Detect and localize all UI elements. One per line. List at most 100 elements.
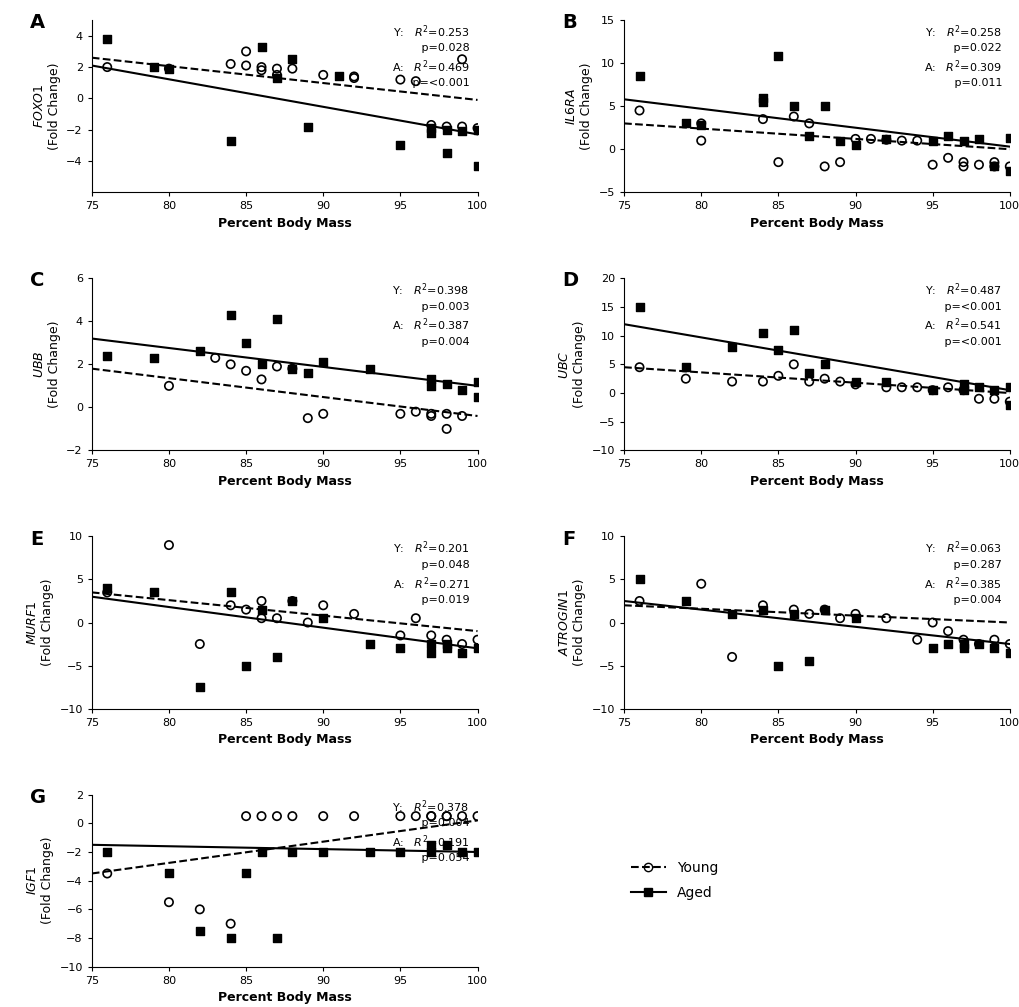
Point <box>99 584 115 600</box>
Point <box>754 374 770 390</box>
Point <box>453 844 470 860</box>
Point <box>453 408 470 424</box>
Point <box>923 133 940 149</box>
Point <box>392 808 409 824</box>
Point <box>315 844 331 860</box>
Point <box>345 68 362 85</box>
Text: A: A <box>30 13 45 32</box>
Point <box>438 406 454 422</box>
Point <box>1001 130 1017 146</box>
Point <box>315 66 331 83</box>
Point <box>99 59 115 76</box>
Point <box>754 324 770 340</box>
Point <box>453 51 470 67</box>
Point <box>253 62 269 79</box>
Point <box>923 614 940 630</box>
Text: Y:   $R^2$=0.378
       p=0.004
A:   $R^2$=0.191
       p=0.054: Y: $R^2$=0.378 p=0.004 A: $R^2$=0.191 p=… <box>391 799 470 863</box>
Text: Y:   $R^2$=0.487
       p=<0.001
A:   $R^2$=0.541
       p=<0.001: Y: $R^2$=0.487 p=<0.001 A: $R^2$=0.541 p… <box>919 282 1001 346</box>
Point <box>847 131 863 147</box>
Point <box>970 157 986 173</box>
Point <box>161 60 177 77</box>
Point <box>423 120 439 136</box>
Point <box>785 322 801 338</box>
Point <box>985 391 1002 407</box>
Point <box>469 389 485 405</box>
Point <box>438 421 454 437</box>
Point <box>877 610 894 626</box>
Point <box>300 119 316 135</box>
Point <box>453 119 470 135</box>
Point <box>392 627 409 643</box>
Point <box>222 584 238 600</box>
Point <box>908 631 924 648</box>
Point <box>800 606 816 622</box>
Point <box>192 679 208 695</box>
Point <box>237 865 254 881</box>
Point <box>785 356 801 373</box>
Point <box>237 43 254 59</box>
Point <box>723 374 740 390</box>
Point <box>769 154 786 170</box>
Point <box>146 59 162 76</box>
Point <box>315 406 331 422</box>
Point <box>438 640 454 657</box>
Point <box>832 374 848 390</box>
Point <box>345 606 362 622</box>
Point <box>146 349 162 366</box>
Point <box>284 51 301 67</box>
Point <box>785 98 801 114</box>
Point <box>453 636 470 653</box>
Point <box>269 358 285 375</box>
Point <box>970 131 986 147</box>
Point <box>938 128 955 144</box>
Point <box>847 610 863 626</box>
Point <box>438 122 454 138</box>
Point <box>955 382 971 398</box>
Point <box>677 593 693 609</box>
Point <box>677 371 693 387</box>
Point <box>847 606 863 622</box>
Point <box>284 361 301 377</box>
Point <box>423 644 439 661</box>
X-axis label: Percent Body Mass: Percent Body Mass <box>749 733 882 746</box>
Point <box>269 649 285 665</box>
Point <box>754 597 770 613</box>
Point <box>99 844 115 860</box>
Point <box>192 901 208 917</box>
Point <box>438 631 454 648</box>
Point <box>877 374 894 390</box>
Point <box>423 408 439 424</box>
Point <box>146 584 162 600</box>
X-axis label: Percent Body Mass: Percent Body Mass <box>749 475 882 488</box>
Point <box>269 808 285 824</box>
Point <box>207 349 223 366</box>
Point <box>161 378 177 394</box>
Point <box>893 380 909 396</box>
Point <box>955 631 971 648</box>
Point <box>423 406 439 422</box>
Point <box>815 356 832 373</box>
Point <box>769 342 786 358</box>
Point <box>423 636 439 653</box>
Point <box>253 59 269 76</box>
Point <box>315 808 331 824</box>
Point <box>438 808 454 824</box>
Point <box>423 844 439 860</box>
Point <box>253 601 269 617</box>
Point <box>1001 163 1017 179</box>
Point <box>253 610 269 626</box>
Text: Y:   $R^2$=0.253
       p=0.028
A:   $R^2$=0.469
       p=<0.001: Y: $R^2$=0.253 p=0.028 A: $R^2$=0.469 p=… <box>387 23 470 89</box>
Point <box>222 56 238 73</box>
Point <box>423 627 439 643</box>
Point <box>453 808 470 824</box>
Point <box>815 601 832 617</box>
Point <box>800 374 816 390</box>
Point <box>237 57 254 74</box>
Point <box>955 133 971 149</box>
Point <box>438 636 454 653</box>
Point <box>677 359 693 376</box>
Point <box>315 597 331 613</box>
Text: B: B <box>561 13 577 32</box>
Point <box>723 649 740 665</box>
Point <box>631 103 647 119</box>
